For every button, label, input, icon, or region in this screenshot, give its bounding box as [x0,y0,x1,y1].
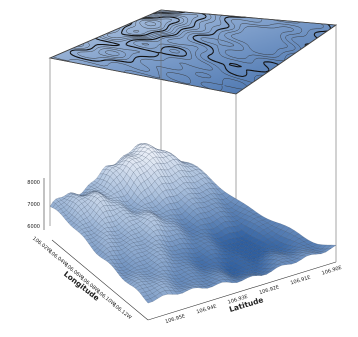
x-axis-longitude [51,239,149,321]
y-axis-line [147,261,337,321]
frame-edges [49,10,337,262]
y-tick-label: 106.94E [196,304,218,316]
contour-line [69,11,207,63]
y-tick-label: 106.91E [290,275,312,287]
contour-line [104,15,185,56]
surface-cell [145,298,154,304]
contour-line [77,13,199,60]
x-tick-label: 106.12W [111,302,132,321]
contour-line [200,18,324,64]
contour-line [126,18,173,35]
y-axis-latitude [147,261,337,321]
y-tick-label: 106.90E [321,265,343,277]
contour-line [144,21,156,27]
z-tick-label: 8000 [27,180,40,186]
contour-line [224,23,303,60]
y-tick-label: 106.93E [227,294,249,306]
z-tick-label: 7000 [27,202,40,208]
y-tick-label: 106.92E [259,284,281,296]
contour-line [231,26,294,55]
contour-plane [48,9,338,95]
x-axis-line [51,239,149,321]
z-axis: 8000 7000 6000 [27,178,45,230]
z-tick-label: 6000 [27,224,40,230]
wireframe-surface [49,143,337,304]
contour-line [121,16,180,37]
y-tick-label: 106.95E [165,313,187,325]
contour-lines [50,11,336,92]
contour-line [52,11,212,72]
contour-line [192,16,331,78]
contour-plane-fill [48,9,338,95]
contour-line [166,15,336,84]
